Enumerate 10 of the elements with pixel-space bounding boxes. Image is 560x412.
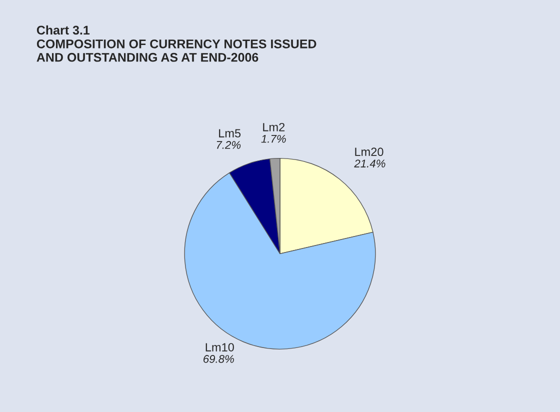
data-label: 69.8% <box>204 355 234 363</box>
slice-label: Lm5 <box>219 129 241 138</box>
slice-label: Lm10 <box>206 343 234 352</box>
data-label: 21.4% <box>354 160 386 168</box>
slice-label: Lm20 <box>355 148 384 156</box>
data-label: 7.2% <box>216 141 241 149</box>
slice-label: Lm2 <box>263 122 285 132</box>
text: Chart 3.1 <box>36 25 90 35</box>
data-label: 1.7% <box>261 134 286 143</box>
chart-subtitle: COMPOSITION OF CURRENCY NOTES ISSUED AND OUTSTANDING AS AT END-2006 <box>36 39 316 62</box>
